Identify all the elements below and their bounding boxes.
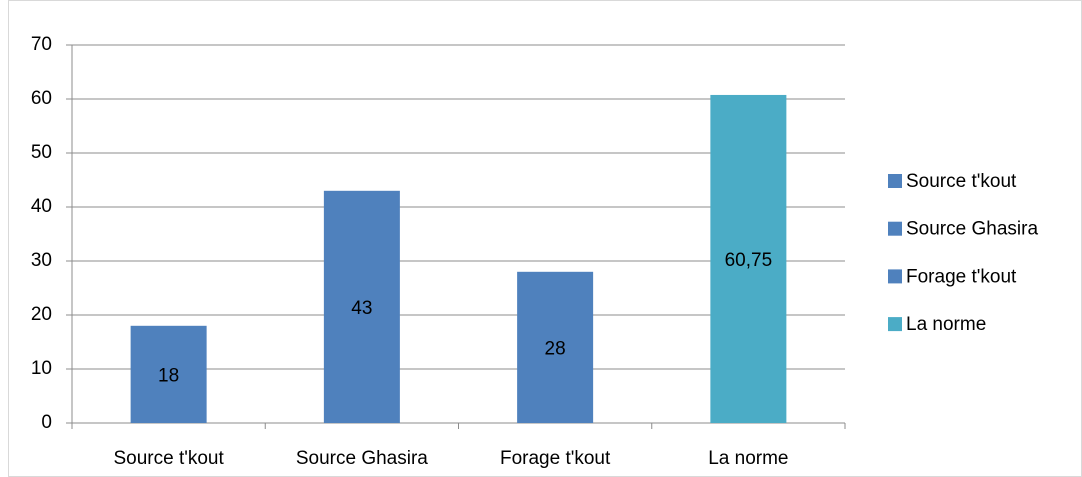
x-tick-label: Forage t'kout bbox=[500, 448, 611, 469]
y-tick-label: 0 bbox=[41, 412, 52, 433]
legend-swatch bbox=[888, 269, 902, 284]
x-tick-label: La norme bbox=[708, 448, 788, 469]
y-tick-label: 10 bbox=[31, 358, 52, 379]
legend-swatch bbox=[888, 317, 902, 332]
legend-label: Forage t'kout bbox=[906, 266, 1017, 287]
y-tick-label: 30 bbox=[31, 250, 52, 271]
data-label: 43 bbox=[351, 298, 372, 319]
y-tick-label: 40 bbox=[31, 196, 52, 217]
legend-label: La norme bbox=[906, 314, 986, 335]
bar bbox=[710, 94, 787, 423]
bar bbox=[517, 271, 594, 423]
legend-swatch bbox=[888, 221, 902, 236]
x-tick-label: Source t'kout bbox=[113, 448, 224, 469]
data-label: 28 bbox=[545, 338, 566, 359]
y-tick-label: 70 bbox=[31, 34, 52, 55]
legend-swatch bbox=[888, 174, 902, 188]
legend-label: Source t'kout bbox=[906, 171, 1017, 192]
x-tick-label: Source Ghasira bbox=[296, 448, 428, 469]
bar bbox=[130, 325, 207, 423]
bar bbox=[323, 190, 400, 423]
data-label: 60,75 bbox=[725, 250, 773, 271]
y-tick-label: 60 bbox=[31, 88, 52, 109]
data-label: 18 bbox=[158, 365, 179, 386]
y-tick-label: 20 bbox=[31, 304, 52, 325]
legend-label: Source Ghasira bbox=[906, 219, 1038, 240]
y-tick-label: 50 bbox=[31, 142, 52, 163]
